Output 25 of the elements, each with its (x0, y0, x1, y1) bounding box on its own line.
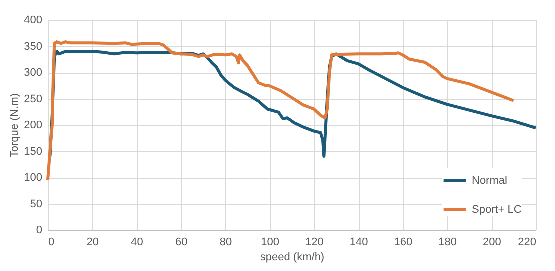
y-tick-label: 350 (24, 40, 42, 53)
y-tick-label: 400 (24, 14, 42, 26)
x-tick-label: 0 (48, 236, 55, 248)
legend-label: Sport+ LC (472, 204, 522, 216)
y-tick-label: 250 (24, 93, 42, 106)
y-tick-label: 0 (36, 224, 42, 236)
x-tick-label: 40 (131, 236, 144, 248)
x-tick-label: 60 (175, 236, 188, 248)
x-tick-label: 180 (438, 236, 457, 248)
x-tick-label: 120 (306, 236, 324, 248)
y-tick-label: 150 (24, 146, 42, 158)
x-tick-label: 220 (518, 236, 536, 248)
x-tick-label: 80 (220, 236, 232, 248)
x-tick-label: 100 (261, 236, 280, 248)
x-tick-label: 140 (350, 236, 368, 248)
y-tick-label: 100 (24, 172, 42, 184)
y-tick-label: 300 (24, 67, 42, 79)
x-tick-label: 20 (86, 236, 99, 248)
y-tick-label: 50 (30, 198, 42, 210)
x-tick-label: 160 (394, 236, 413, 248)
y-tick-label: 200 (24, 120, 42, 132)
legend-label: Normal (472, 175, 508, 187)
x-axis-title: speed (km/h) (260, 252, 325, 264)
y-axis-title: Torque (N.m) (9, 93, 22, 158)
x-tick-label: 200 (482, 236, 502, 248)
